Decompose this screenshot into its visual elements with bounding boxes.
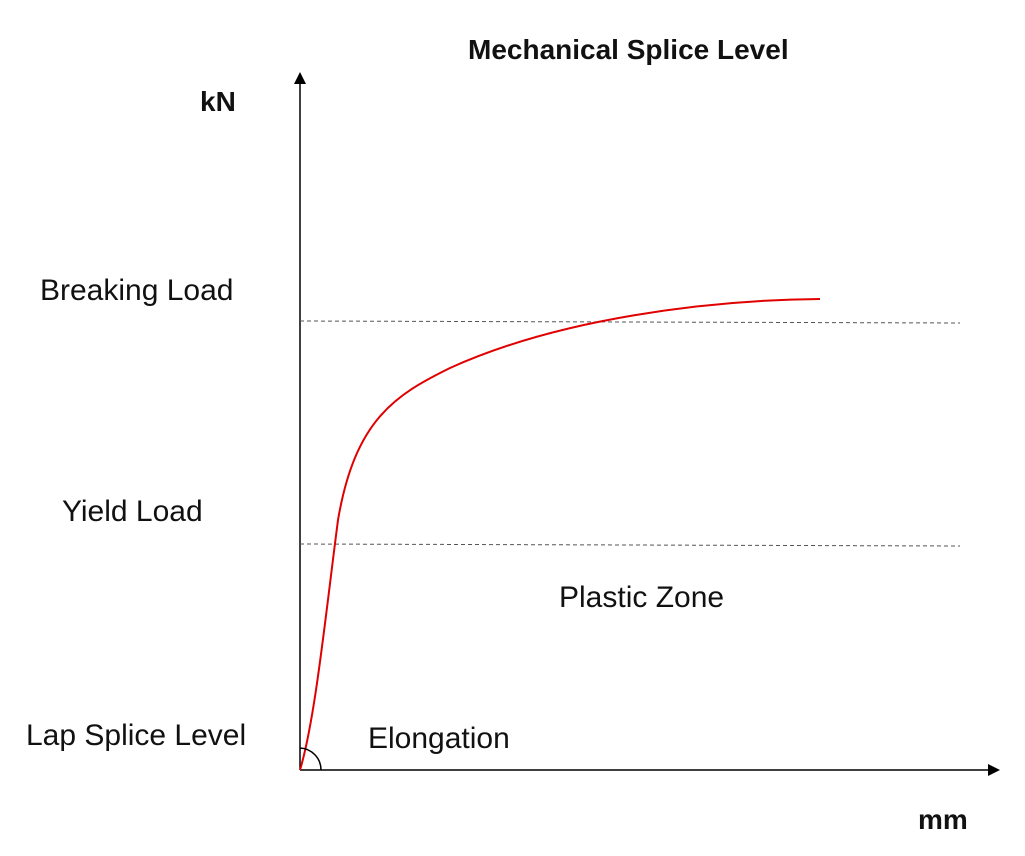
y-axis-unit-label: kN (200, 86, 236, 117)
yield-load-line (299, 543, 961, 547)
diagram-title: Mechanical Splice Level (468, 34, 789, 65)
origin-angle-arc (299, 747, 322, 771)
lap-splice-level-label: Lap Splice Level (26, 719, 247, 752)
breaking-load-line (299, 320, 961, 324)
elongation-label: Elongation (368, 722, 510, 755)
x-axis-unit-label: mm (918, 804, 968, 835)
plastic-zone-label: Plastic Zone (559, 581, 725, 614)
breaking-load-label: Breaking Load (40, 274, 234, 307)
load-elongation-curve (299, 298, 821, 771)
yield-load-label: Yield Load (62, 495, 203, 528)
